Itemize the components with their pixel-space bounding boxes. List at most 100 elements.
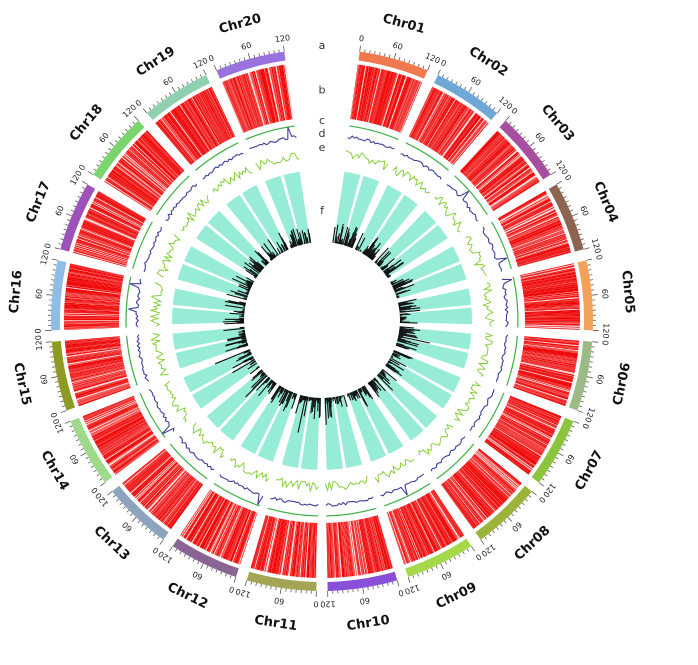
density-bar — [229, 509, 250, 562]
density-bar — [222, 81, 245, 133]
ideogram-tick — [96, 164, 100, 167]
density-bar — [69, 363, 124, 376]
ideogram-tick — [403, 58, 406, 62]
density-bar — [509, 221, 561, 244]
density-bar — [281, 65, 291, 120]
density-bar — [67, 276, 122, 287]
density-bar — [167, 482, 202, 528]
density-bar — [224, 80, 246, 133]
density-bar — [155, 122, 192, 166]
histogram-bar — [271, 251, 277, 258]
density-bar — [511, 226, 563, 247]
density-bar — [66, 285, 121, 294]
density-bar — [68, 358, 123, 371]
density-bar — [166, 482, 201, 527]
ideogram-chr04 — [548, 184, 584, 252]
histogram-bar — [291, 241, 295, 248]
density-bar — [212, 503, 237, 554]
density-bar — [91, 203, 141, 230]
tick-label: 120 — [590, 237, 603, 254]
density-bar — [520, 266, 575, 279]
histogram-bar — [239, 301, 246, 304]
tick-label: 120 — [583, 406, 597, 423]
density-bar — [177, 105, 209, 152]
density-bar — [179, 104, 211, 151]
density-bar — [239, 512, 258, 565]
tick-label: 120 — [157, 549, 175, 565]
density-bar — [440, 110, 474, 156]
histogram-bar — [241, 338, 247, 341]
ideogram-tick — [99, 160, 102, 163]
histogram-bar — [397, 338, 419, 346]
density-bar — [511, 227, 563, 248]
density-bar — [516, 247, 570, 264]
density-bar — [515, 379, 569, 397]
density-bar — [183, 101, 214, 149]
ideogram-tick — [581, 395, 586, 398]
density-bar — [524, 305, 580, 310]
ideogram-tick — [536, 151, 539, 155]
density-bar — [93, 199, 143, 226]
ideogram-tick — [65, 223, 69, 226]
density-bar — [446, 115, 481, 160]
histogram-bar — [229, 312, 245, 315]
ideogram-tick — [273, 50, 275, 54]
histogram-bar — [291, 392, 295, 399]
ideogram-tick — [60, 400, 64, 403]
density-bar — [410, 87, 435, 138]
density-bar — [430, 101, 460, 149]
density-bar — [156, 121, 192, 165]
histogram-bar — [313, 397, 317, 420]
ideogram-tick — [108, 147, 112, 151]
ideogram-tick — [275, 587, 277, 591]
density-bar — [278, 520, 289, 575]
density-bar — [260, 69, 275, 123]
density-bar — [83, 398, 135, 420]
ideogram-tick — [392, 581, 394, 585]
tick-label: 60 — [274, 596, 285, 606]
density-bar — [508, 219, 560, 242]
density-bar — [444, 481, 479, 526]
density-bar — [489, 174, 536, 206]
sector-block — [343, 175, 379, 248]
density-bar — [232, 77, 253, 130]
density-bar — [192, 495, 221, 544]
tick-label: 0 — [134, 98, 144, 108]
density-bar — [461, 466, 501, 508]
histogram-bar — [253, 264, 262, 272]
ideogram-tick — [579, 233, 583, 236]
ideogram-tick — [61, 233, 65, 236]
ideogram-tick — [64, 420, 71, 424]
ideogram-tick — [123, 506, 126, 509]
density-bar — [521, 355, 576, 367]
density-bar — [129, 147, 172, 185]
density-bar — [64, 313, 120, 316]
density-bar — [421, 95, 450, 144]
ideogram-tick — [63, 228, 67, 231]
density-bar — [404, 505, 429, 556]
density-bar — [404, 505, 428, 556]
density-bar — [523, 341, 579, 349]
density-bar — [432, 489, 464, 537]
ideogram-tick — [480, 98, 484, 101]
density-bar — [490, 176, 537, 208]
density-bar — [78, 233, 131, 253]
ideogram-tick — [547, 168, 551, 171]
density-bar — [65, 341, 121, 349]
density-bar — [106, 431, 153, 463]
density-bar — [194, 496, 223, 545]
density-bar — [64, 321, 120, 323]
chromosome-label-chr09: Chr09 — [434, 580, 480, 612]
density-bar — [448, 478, 484, 522]
ideogram-tick — [270, 586, 272, 590]
density-bar — [507, 401, 559, 425]
ideogram-tick — [492, 530, 495, 534]
density-bar — [391, 510, 411, 563]
density-bar — [522, 349, 578, 358]
density-bar — [481, 160, 526, 195]
histogram-bar — [399, 331, 407, 334]
ideogram-tick — [263, 52, 265, 56]
density-bar — [122, 448, 166, 484]
density-bar — [373, 70, 388, 124]
density-bar — [80, 229, 132, 250]
